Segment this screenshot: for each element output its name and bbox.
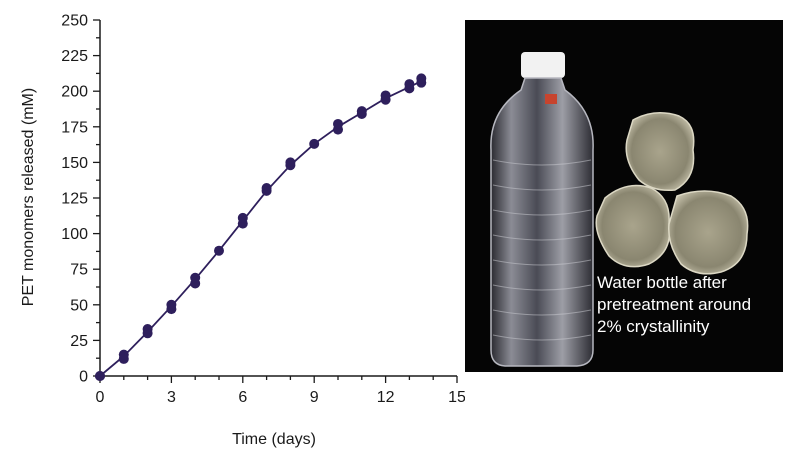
y-tick-label: 250	[61, 13, 88, 30]
y-tick-label: 225	[61, 48, 88, 65]
y-axis-title: PET monomers released (mM)	[20, 88, 37, 306]
y-tick-label: 100	[61, 226, 88, 243]
photo-illustration	[490, 52, 749, 367]
data-point	[356, 106, 367, 117]
data-point	[95, 371, 105, 381]
bottle-label-mark	[545, 94, 557, 104]
pet-flake-right	[668, 190, 749, 275]
data-point	[416, 73, 427, 84]
water-bottle-photo: Water bottle after pretreatment around 2…	[465, 20, 783, 372]
data-point	[285, 157, 296, 168]
data-point	[142, 324, 153, 335]
x-axis-title: Time (days)	[232, 431, 316, 448]
pet-flake-top	[625, 112, 695, 192]
y-tick-label: 25	[70, 333, 88, 350]
y-tick-label: 200	[61, 84, 88, 101]
data-point	[333, 118, 343, 129]
y-tick-label: 50	[70, 297, 88, 314]
data-point	[404, 79, 415, 90]
y-tick-label: 75	[70, 262, 88, 279]
data-point	[380, 90, 391, 101]
data-point	[190, 272, 201, 283]
caption-line-2: pretreatment around	[597, 295, 752, 314]
pet-flakes-graphic	[595, 112, 749, 275]
y-tick-label: 0	[79, 369, 88, 386]
y-tick-label: 125	[61, 191, 88, 208]
pet-flake-left	[595, 184, 671, 268]
bottle-cap	[521, 52, 565, 78]
y-tick-label: 175	[61, 119, 88, 136]
photo-caption: Water bottle after pretreatment around 2…	[597, 272, 779, 338]
bottle-body	[490, 77, 594, 367]
x-tick-label: 12	[377, 389, 395, 406]
x-tick-label: 9	[310, 389, 319, 406]
water-bottle-graphic	[490, 52, 594, 367]
data-point	[118, 349, 129, 360]
data-point	[237, 212, 248, 223]
x-tick-label: 15	[448, 389, 465, 406]
data-point	[261, 183, 272, 194]
x-tick-label: 0	[96, 389, 105, 406]
y-tick-label: 150	[61, 155, 88, 172]
caption-line-3: 2% crystallinity	[597, 317, 710, 336]
data-point	[214, 245, 224, 256]
x-tick-label: 6	[238, 389, 247, 406]
x-tick-label: 3	[167, 389, 176, 406]
data-point	[166, 299, 177, 310]
caption-line-1: Water bottle after	[597, 273, 727, 292]
data-point	[309, 138, 320, 149]
